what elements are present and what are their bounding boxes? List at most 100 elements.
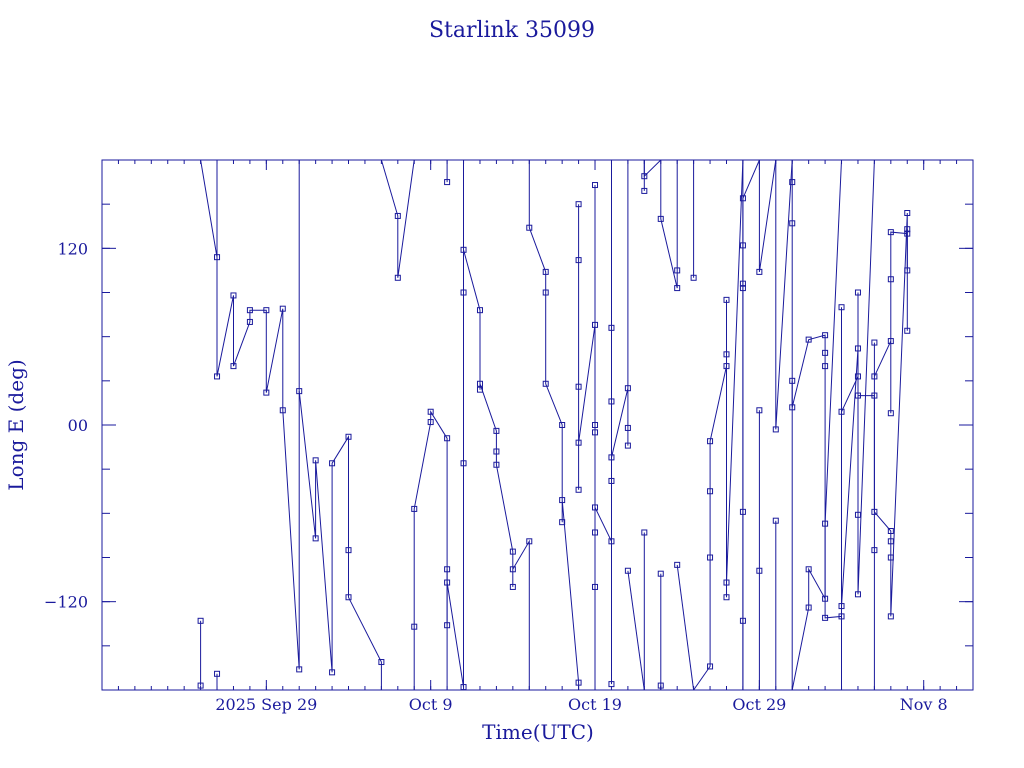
series-line (611, 160, 629, 685)
data-point (592, 583, 599, 590)
series-line (873, 229, 908, 690)
data-point (608, 324, 615, 331)
y-tick-label: 120 (57, 239, 88, 258)
series-line (742, 160, 760, 690)
data-point (887, 276, 894, 283)
data-point (476, 307, 483, 314)
data-point (444, 622, 451, 629)
data-point (871, 508, 878, 515)
data-point (444, 179, 451, 186)
data-point (197, 617, 204, 624)
data-point (854, 591, 861, 598)
x-tick-label: Oct 29 (732, 695, 786, 714)
data-point (624, 424, 631, 431)
data-point (476, 386, 483, 393)
data-point (592, 529, 599, 536)
data-point (854, 345, 861, 352)
data-point (805, 604, 812, 611)
data-point (279, 305, 286, 312)
x-tick-label: Nov 8 (900, 695, 948, 714)
series-line (298, 391, 382, 690)
data-point (575, 439, 582, 446)
data-point (296, 666, 303, 673)
data-point (805, 336, 812, 343)
data-point (411, 505, 418, 512)
series-line (758, 160, 777, 272)
y-axis-label: Long E (deg) (4, 359, 28, 490)
series-line (528, 160, 580, 690)
data-point (707, 488, 714, 495)
data-point (690, 274, 697, 281)
data-point (394, 212, 401, 219)
data-point (838, 304, 845, 311)
data-point (756, 567, 763, 574)
data-point (493, 461, 500, 468)
data-point (739, 285, 746, 292)
data-point (904, 210, 911, 216)
data-point (542, 380, 549, 387)
data-point (460, 289, 467, 296)
series-line (627, 570, 645, 690)
series-line (791, 160, 842, 690)
data-point (329, 460, 336, 467)
data-point (575, 383, 582, 390)
data-point (641, 187, 648, 194)
data-point (723, 296, 730, 303)
data-point (526, 538, 533, 545)
data-point (542, 289, 549, 296)
series-line (693, 160, 744, 690)
x-axis-label: Time(UTC) (482, 720, 594, 744)
data-point (887, 613, 894, 620)
data-point (444, 566, 451, 573)
data-point (394, 274, 401, 281)
data-point (838, 603, 845, 610)
data-point (493, 427, 500, 434)
data-point (871, 392, 878, 399)
series-line (643, 160, 662, 178)
y-tick-label: −120 (44, 593, 88, 612)
data-point (427, 419, 434, 426)
data-point (772, 517, 779, 524)
data-point (756, 268, 763, 275)
data-point (592, 422, 599, 428)
data-point (411, 623, 418, 630)
data-point (246, 307, 253, 314)
data-point (838, 408, 845, 415)
data-point (214, 670, 221, 677)
data-point (723, 594, 730, 601)
data-point (279, 407, 286, 414)
data-point (378, 659, 385, 666)
chart-title: Starlink 35099 (429, 18, 595, 43)
data-point (822, 332, 829, 339)
data-point (789, 179, 796, 186)
data-point (887, 538, 894, 545)
data-point (312, 535, 319, 542)
series-line (463, 249, 530, 690)
series-line (578, 185, 596, 690)
data-point (592, 182, 599, 189)
data-point (312, 457, 319, 464)
data-point (838, 613, 845, 620)
data-point (887, 528, 894, 534)
data-point (263, 307, 270, 314)
data-point (822, 363, 829, 370)
data-point (460, 246, 467, 253)
data-point (559, 519, 566, 526)
data-point (427, 408, 434, 415)
data-point (575, 201, 582, 208)
series-line (413, 410, 448, 690)
data-point (444, 435, 451, 442)
data-point (460, 460, 467, 467)
data-point (707, 438, 714, 445)
data-point (592, 321, 599, 328)
data-point (822, 614, 829, 621)
data-point (822, 349, 829, 356)
data-point (444, 579, 451, 586)
data-point (608, 454, 615, 461)
data-point (641, 529, 648, 536)
data-point (493, 448, 500, 455)
data-point (624, 567, 631, 574)
series-line (446, 160, 464, 688)
x-tick-label: Oct 9 (409, 695, 453, 714)
data-point (723, 363, 730, 370)
